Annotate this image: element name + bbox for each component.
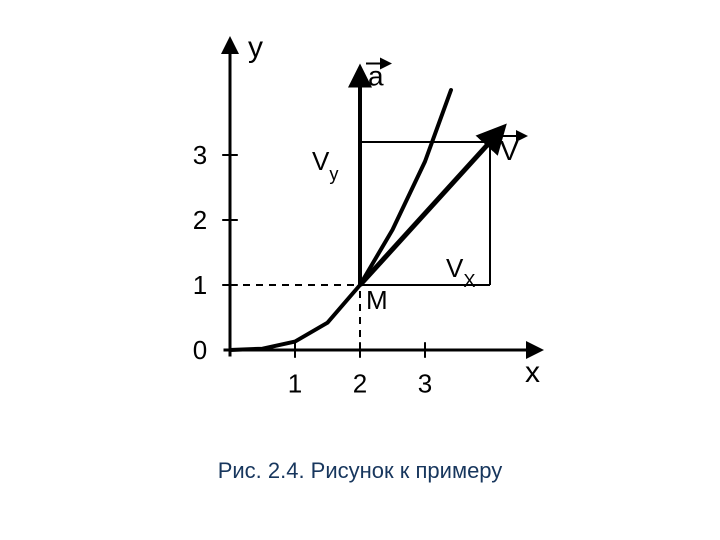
svg-text:1: 1 — [288, 368, 302, 398]
svg-text:3: 3 — [193, 140, 207, 170]
svg-text:2: 2 — [193, 205, 207, 235]
svg-text:1: 1 — [193, 270, 207, 300]
svg-text:V: V — [500, 135, 519, 166]
svg-text:y: y — [248, 31, 263, 64]
svg-text:x: x — [525, 356, 540, 389]
svg-text:0: 0 — [193, 335, 207, 365]
svg-text:a: a — [368, 61, 384, 92]
figure-caption: Рис. 2.4. Рисунок к примеру — [0, 458, 720, 484]
svg-text:3: 3 — [418, 368, 432, 398]
svg-text:2: 2 — [353, 368, 367, 398]
svg-text:М: М — [366, 285, 388, 315]
svg-text:Vy: Vy — [312, 146, 339, 184]
diagram-area: 1230123yxaVVyVXМ — [160, 30, 560, 430]
